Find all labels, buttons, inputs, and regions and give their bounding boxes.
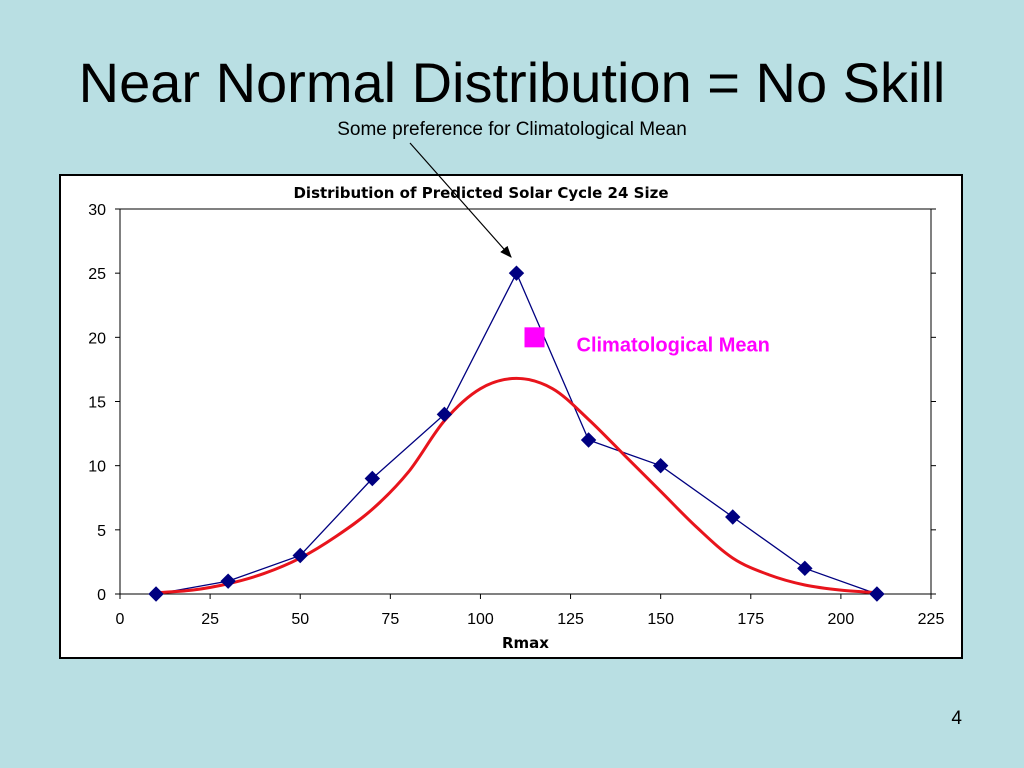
- x-tick-label: 225: [918, 611, 945, 628]
- y-tick-label: 25: [88, 266, 106, 283]
- x-tick-label: 100: [467, 611, 494, 628]
- data-point-marker: [364, 470, 381, 487]
- x-tick-label: 150: [647, 611, 674, 628]
- x-tick-label: 200: [828, 611, 855, 628]
- x-tick-label: 75: [381, 611, 399, 628]
- x-tick-label: 175: [737, 611, 764, 628]
- climatological-mean-label: Climatological Mean: [577, 334, 770, 356]
- plot-frame: [119, 208, 932, 595]
- data-point-marker: [220, 573, 236, 589]
- x-tick-label: 125: [557, 611, 584, 628]
- slide-subtitle: Some preference for Climatological Mean: [337, 119, 687, 140]
- slide-title: Near Normal Distribution = No Skill: [78, 51, 946, 114]
- data-point-marker: [436, 406, 453, 423]
- y-tick-label: 20: [88, 330, 106, 347]
- x-tick-label: 25: [201, 611, 219, 628]
- observed-series-line: [155, 271, 878, 595]
- y-tick-label: 10: [88, 459, 106, 476]
- x-tick-label: 0: [116, 611, 125, 628]
- normal-fit-curve: [155, 376, 878, 595]
- y-tick-label: 30: [88, 202, 106, 219]
- data-point-marker: [725, 509, 741, 525]
- page-number: 4: [951, 708, 962, 729]
- data-point-marker: [580, 432, 597, 448]
- distribution-chart: Distribution of Predicted Solar Cycle 24…: [88, 184, 945, 652]
- data-point-marker: [797, 560, 813, 577]
- chart-area: Distribution of Predicted Solar Cycle 24…: [59, 174, 963, 659]
- data-point-marker: [652, 457, 669, 474]
- climatological-mean-marker: [524, 327, 545, 348]
- data-point-marker: [508, 265, 525, 281]
- data-point-marker: [869, 586, 885, 602]
- x-tick-label: 50: [291, 611, 309, 628]
- y-tick-label: 15: [88, 395, 106, 412]
- data-point-marker: [292, 547, 308, 564]
- data-point-marker: [148, 586, 164, 602]
- chart-title: Distribution of Predicted Solar Cycle 24…: [293, 184, 668, 202]
- y-tick-label: 0: [97, 587, 106, 604]
- y-tick-label: 5: [97, 523, 106, 540]
- x-axis-label: Rmax: [502, 634, 549, 652]
